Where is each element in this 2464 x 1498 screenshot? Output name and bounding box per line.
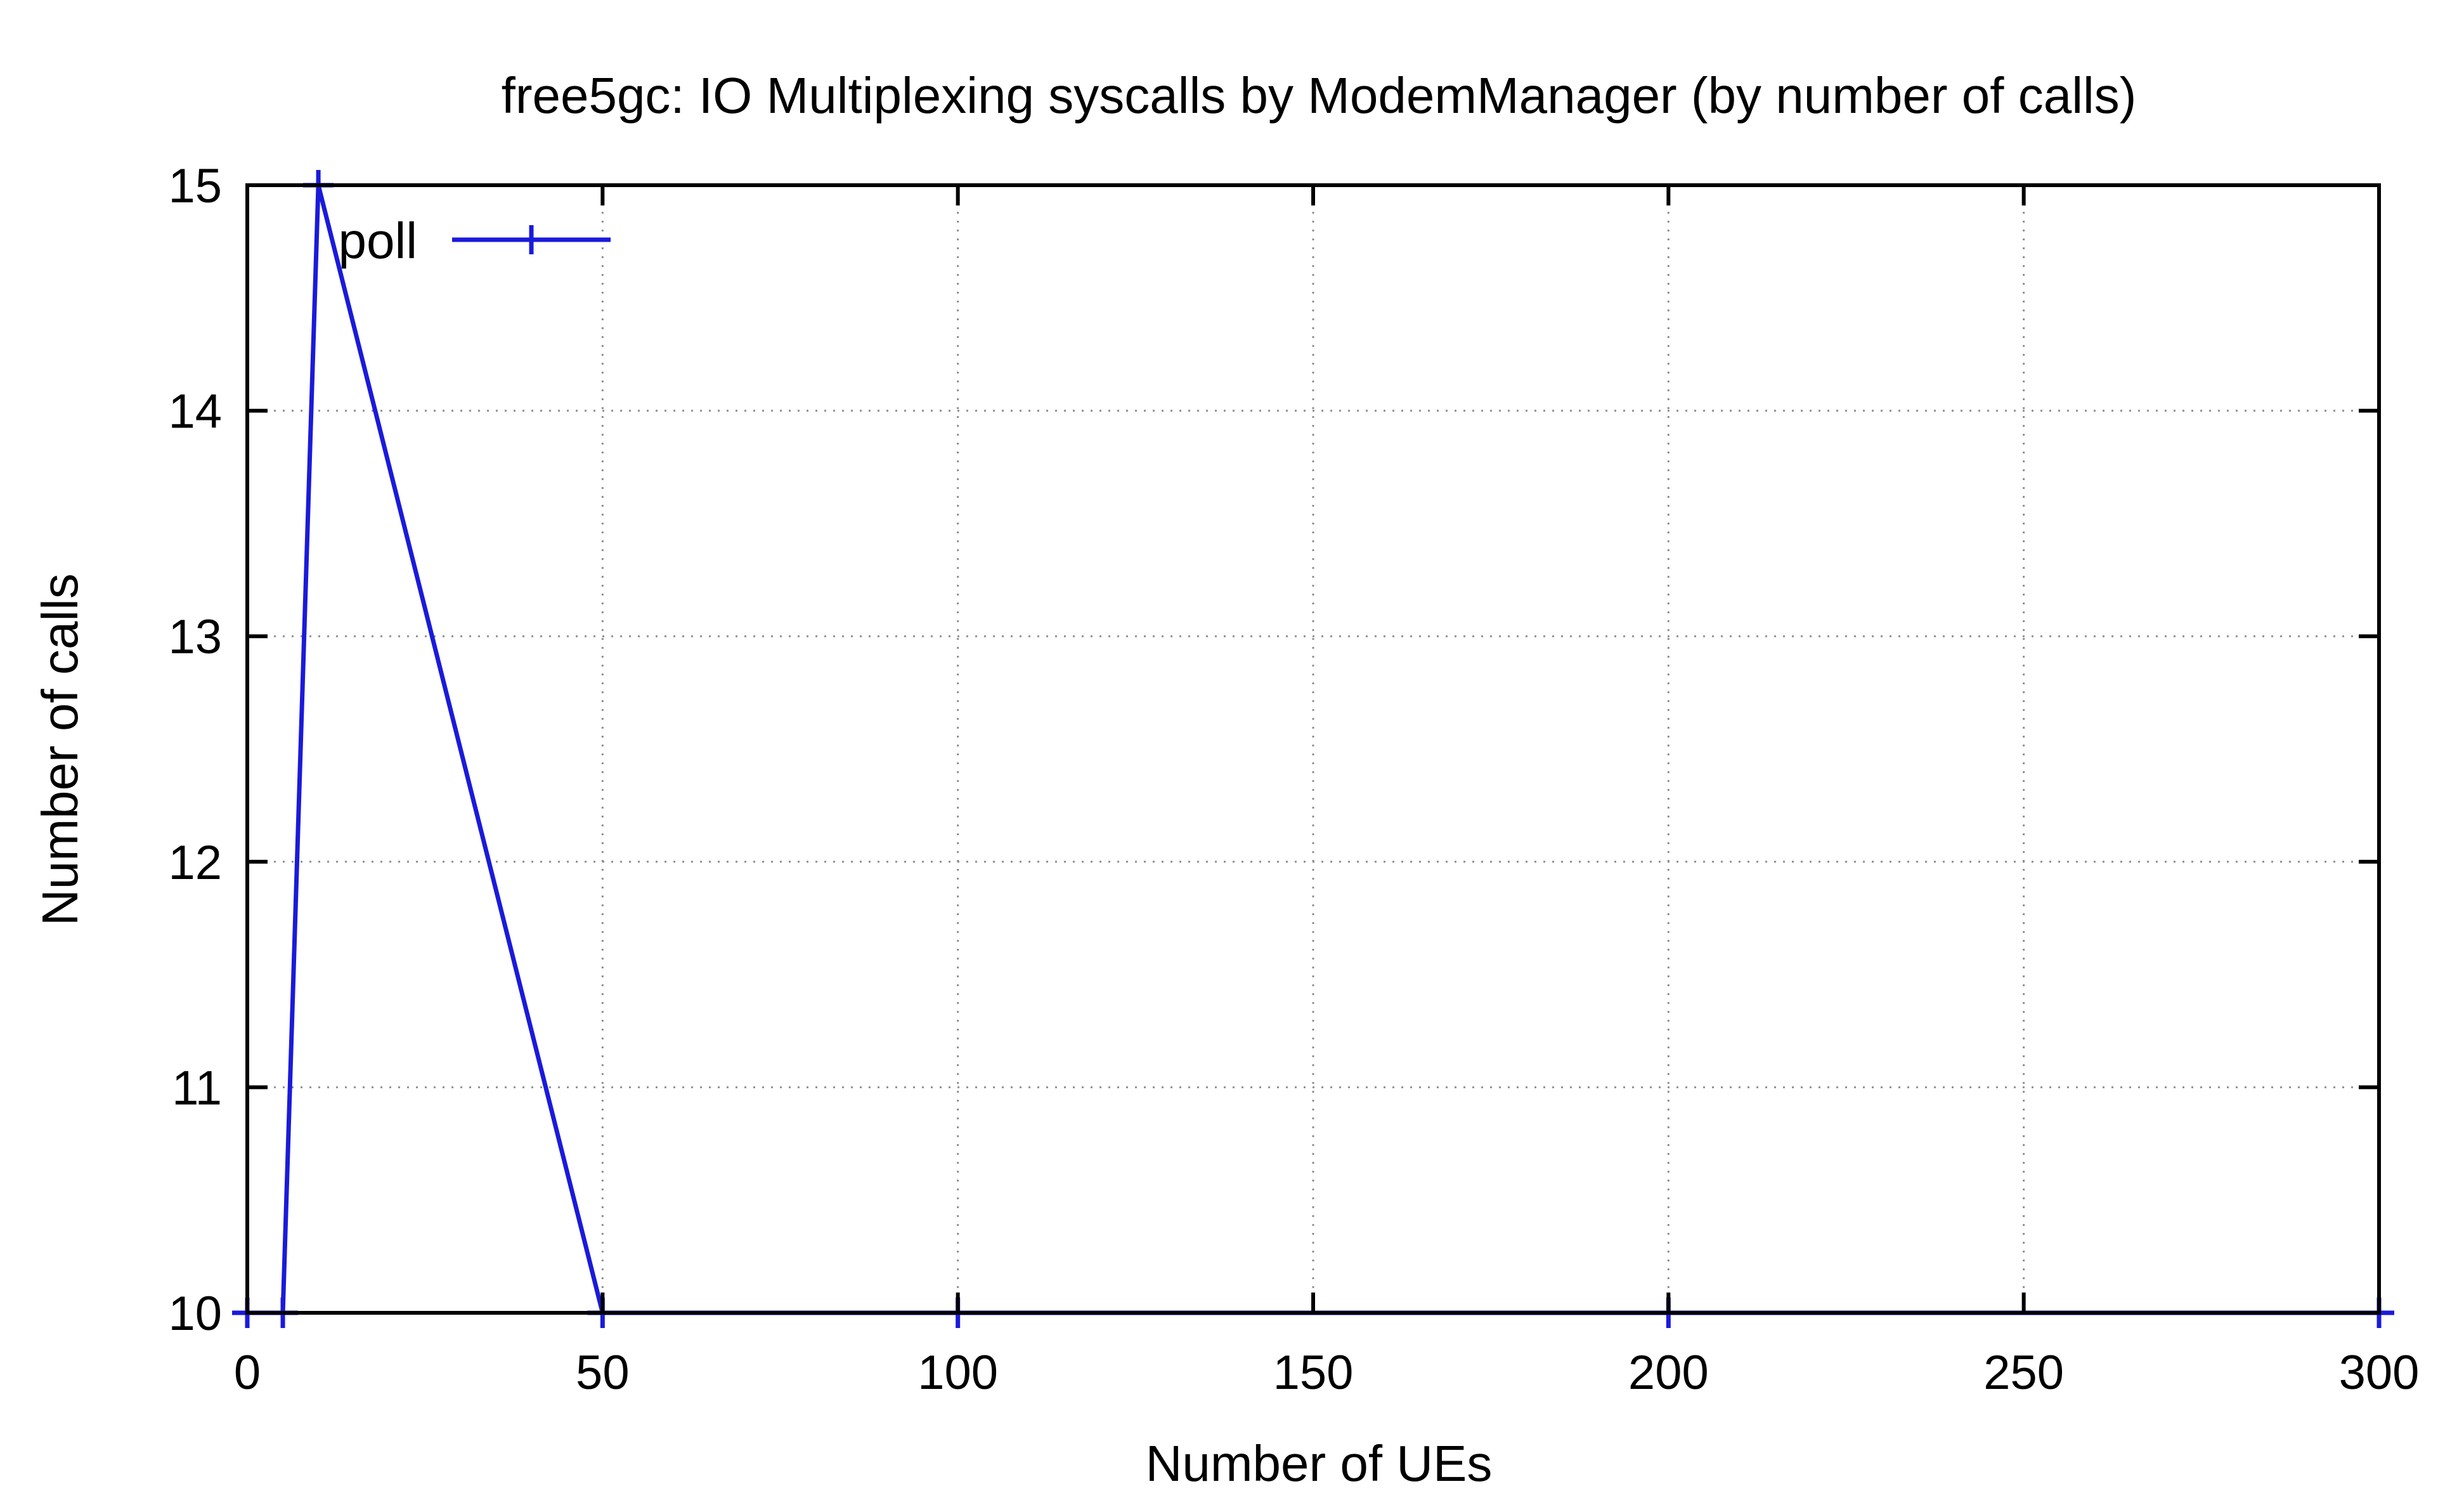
x-axis-label: Number of UEs	[1146, 1435, 1493, 1492]
x-tick-label-200: 200	[1628, 1346, 1709, 1400]
y-tick-label-11: 11	[172, 1061, 222, 1115]
tick-labels: 0 50 100 150 200 250 300 10 11 12 13 14 15	[168, 159, 2419, 1400]
grid	[247, 185, 2379, 1313]
legend: poll	[338, 212, 611, 269]
y-axis-label: Number of calls	[32, 573, 88, 926]
y-tick-label-10: 10	[168, 1287, 222, 1341]
x-tick-label-250: 250	[1983, 1346, 2064, 1400]
chart-title: free5gc: IO Multiplexing syscalls by Mod…	[502, 67, 2137, 124]
y-tick-label-13: 13	[168, 610, 222, 664]
y-tick-label-14: 14	[168, 385, 222, 439]
x-tick-label-100: 100	[918, 1346, 998, 1400]
x-tick-label-150: 150	[1273, 1346, 1354, 1400]
x-tick-label-300: 300	[2339, 1346, 2420, 1400]
legend-label-poll: poll	[338, 212, 417, 269]
axes	[245, 183, 2381, 1315]
y-tick-label-12: 12	[168, 836, 222, 890]
x-tick-label-50: 50	[576, 1346, 630, 1400]
y-tick-label-15: 15	[168, 159, 222, 213]
x-tick-label-0: 0	[234, 1346, 261, 1400]
